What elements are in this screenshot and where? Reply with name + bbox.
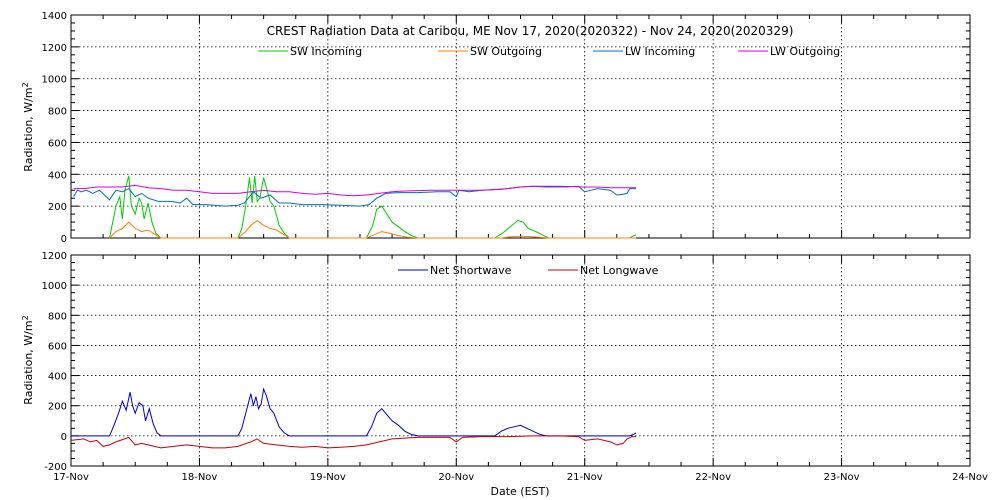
bottom-series-net-shortwave xyxy=(71,387,637,437)
bottom-y-tick-label: -200 xyxy=(44,462,67,473)
x-tick-label: 24-Nov xyxy=(952,472,988,483)
bottom-ticks xyxy=(70,254,971,467)
top-y-tick-label: 1000 xyxy=(42,75,67,86)
bottom-y-axis-label: Radiation, W/m2 xyxy=(21,315,35,404)
bottom-y-tick-label: 800 xyxy=(48,311,67,322)
top-series-lw-outgoing xyxy=(73,184,637,197)
legend-label: SW Incoming xyxy=(290,45,362,58)
top-y-axis-label-exp: 2 xyxy=(21,82,30,87)
top-grid xyxy=(71,15,970,238)
bottom-y-tick-label: 1200 xyxy=(42,251,67,262)
x-tick-label: 17-Nov xyxy=(53,472,89,483)
bottom-grid xyxy=(71,255,970,466)
top-y-tick-label: 600 xyxy=(48,138,67,149)
bottom-y-tick-labels: -200 0 200 400 600 800 1000 1200 xyxy=(42,251,67,473)
bottom-series-net-longwave xyxy=(70,435,637,449)
top-y-axis-label-text: Radiation, W/m xyxy=(22,87,35,171)
x-tick-label: 22-Nov xyxy=(695,472,731,483)
legend-label: SW Outgoing xyxy=(470,45,542,58)
top-y-tick-label: 1400 xyxy=(42,11,67,22)
legend-label: Net Shortwave xyxy=(430,264,512,277)
x-tick-label: 21-Nov xyxy=(567,472,603,483)
bottom-frame xyxy=(70,254,971,467)
top-legend: SW Incoming SW Outgoing LW Incoming LW Outg… xyxy=(258,45,840,58)
bottom-y-tick-label: 0 xyxy=(61,432,67,443)
top-y-tick-label: 800 xyxy=(48,107,67,118)
bottom-legend: Net Shortwave Net Longwave xyxy=(398,264,659,277)
top-ticks xyxy=(70,14,971,239)
bottom-y-axis-label-text: Radiation, W/m xyxy=(22,320,35,404)
bottom-y-tick-label: 600 xyxy=(48,341,67,352)
chart-title: CREST Radiation Data at Caribou, ME Nov … xyxy=(267,24,794,38)
legend-label: LW Incoming xyxy=(625,45,695,58)
x-axis-label: Date (EST) xyxy=(490,485,549,498)
top-y-tick-labels: 0 200 400 600 800 1000 1200 1400 xyxy=(42,11,67,245)
bottom-x-tick-labels: 17-Nov 18-Nov 19-Nov 20-Nov 21-Nov 22-Nov 23-N… xyxy=(53,472,988,483)
bottom-y-tick-label: 1000 xyxy=(42,281,67,292)
top-y-tick-label: 0 xyxy=(61,234,67,245)
top-y-tick-label: 200 xyxy=(48,202,67,213)
bottom-y-axis-label-exp: 2 xyxy=(21,315,30,320)
bottom-panel: -200 0 200 400 600 800 1000 1200 17-Nov 18-Nov 19… xyxy=(21,251,988,498)
top-y-tick-label: 1200 xyxy=(42,43,67,54)
top-series-sw-incoming xyxy=(109,175,637,239)
x-tick-label: 23-Nov xyxy=(824,472,860,483)
bottom-y-tick-label: 400 xyxy=(48,372,67,383)
top-series xyxy=(73,175,637,239)
x-tick-label: 20-Nov xyxy=(438,472,474,483)
bottom-series xyxy=(70,387,637,449)
top-y-tick-label: 400 xyxy=(48,170,67,181)
x-tick-label: 18-Nov xyxy=(181,472,217,483)
top-series-sw-outgoing xyxy=(109,219,637,239)
top-y-axis-label: Radiation, W/m2 xyxy=(21,82,35,171)
bottom-y-tick-label: 200 xyxy=(48,402,67,413)
legend-label: LW Outgoing xyxy=(770,45,840,58)
x-tick-label: 19-Nov xyxy=(310,472,346,483)
legend-label: Net Longwave xyxy=(580,264,659,277)
top-panel: 0 200 400 600 800 1000 1200 1400 CREST Radiatio… xyxy=(21,11,971,245)
